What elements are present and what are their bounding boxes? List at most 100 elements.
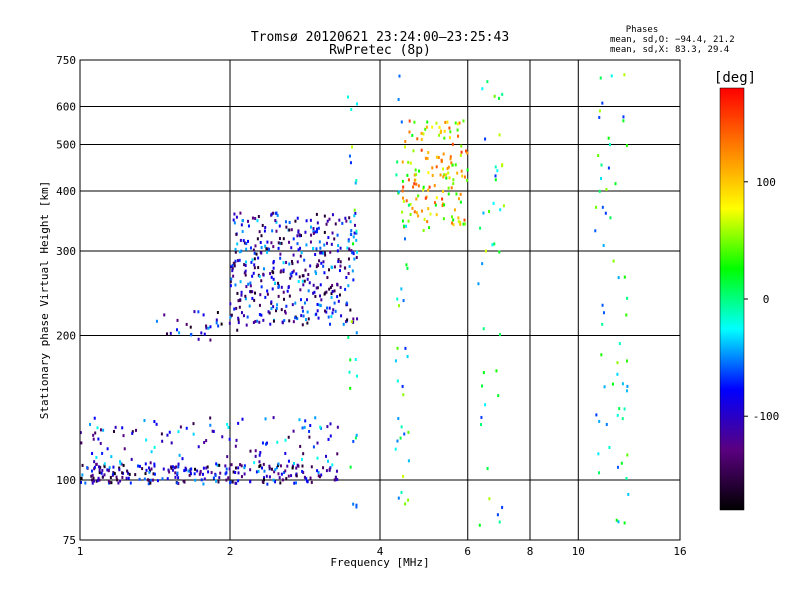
data-point <box>249 284 252 288</box>
data-point <box>353 231 356 235</box>
data-point <box>216 311 219 315</box>
data-point <box>264 417 267 421</box>
data-point <box>449 130 452 134</box>
data-point <box>304 419 307 423</box>
data-point <box>183 469 186 473</box>
data-point <box>352 252 355 256</box>
data-point <box>330 242 333 246</box>
data-point <box>255 252 258 256</box>
data-point <box>413 120 416 124</box>
data-point <box>458 121 461 125</box>
data-point <box>309 218 312 222</box>
data-point <box>312 227 315 231</box>
data-point <box>352 502 355 506</box>
data-point <box>315 212 318 216</box>
data-point <box>153 462 156 466</box>
data-point <box>258 313 261 317</box>
data-point <box>295 272 298 276</box>
colorbar-tick-label: 100 <box>756 176 776 189</box>
data-point <box>320 298 323 302</box>
data-point <box>179 425 182 429</box>
data-point <box>291 303 294 307</box>
data-point <box>331 311 334 315</box>
data-point <box>259 463 262 467</box>
data-point <box>197 337 200 341</box>
data-point <box>253 257 256 261</box>
data-point <box>260 245 263 249</box>
data-point <box>326 219 329 223</box>
data-point <box>285 225 288 229</box>
data-point <box>428 185 431 189</box>
data-point <box>406 173 409 177</box>
data-point <box>402 393 405 397</box>
data-point <box>309 240 312 244</box>
data-point <box>284 309 287 313</box>
data-point <box>224 472 227 476</box>
data-point <box>80 480 83 484</box>
data-point <box>119 479 122 483</box>
data-point <box>256 237 259 241</box>
data-point <box>605 422 608 426</box>
data-point <box>121 426 124 430</box>
data-point <box>414 168 417 172</box>
data-point <box>303 425 306 429</box>
data-point <box>595 205 598 209</box>
data-point <box>238 250 241 254</box>
data-point <box>465 149 468 153</box>
data-point <box>331 213 334 217</box>
data-point <box>241 417 244 421</box>
data-point <box>257 256 260 260</box>
data-point <box>338 269 341 273</box>
data-point <box>433 184 436 188</box>
data-point <box>623 275 626 279</box>
data-point <box>626 453 629 457</box>
data-point <box>426 156 429 160</box>
data-point <box>242 239 245 243</box>
data-point <box>413 210 416 214</box>
data-point <box>601 322 604 326</box>
data-point <box>114 425 117 429</box>
data-point <box>144 462 147 466</box>
x-tick-label: 2 <box>227 545 234 558</box>
data-point <box>301 323 304 327</box>
data-point <box>282 270 285 274</box>
data-point <box>287 435 290 439</box>
data-point <box>426 220 429 224</box>
data-point <box>185 426 188 430</box>
data-point <box>193 310 196 314</box>
data-point <box>264 225 267 229</box>
data-point <box>484 137 487 141</box>
data-point <box>254 216 257 220</box>
data-point <box>209 416 212 420</box>
data-point <box>318 303 321 307</box>
data-point <box>313 290 316 294</box>
data-point <box>304 477 307 481</box>
data-point <box>404 502 407 506</box>
data-point <box>302 452 305 456</box>
data-point <box>350 249 353 253</box>
data-point <box>435 213 438 217</box>
data-point <box>398 74 401 78</box>
data-point <box>484 403 487 407</box>
data-point <box>173 466 176 470</box>
data-point <box>97 465 100 469</box>
data-point <box>297 279 300 283</box>
data-point <box>445 176 448 180</box>
data-point <box>122 463 125 467</box>
data-point <box>420 131 423 135</box>
data-point <box>462 222 465 226</box>
data-point <box>333 265 336 269</box>
data-point <box>237 479 240 483</box>
data-point <box>109 475 112 479</box>
data-point <box>285 260 288 264</box>
data-point <box>236 259 239 263</box>
data-point <box>237 299 240 303</box>
data-point <box>234 470 237 474</box>
data-point <box>457 197 460 201</box>
y-tick-label: 400 <box>56 185 76 198</box>
data-point <box>148 469 151 473</box>
data-point <box>279 252 282 256</box>
data-point <box>99 441 102 445</box>
data-point <box>401 189 404 193</box>
data-point <box>284 451 287 455</box>
